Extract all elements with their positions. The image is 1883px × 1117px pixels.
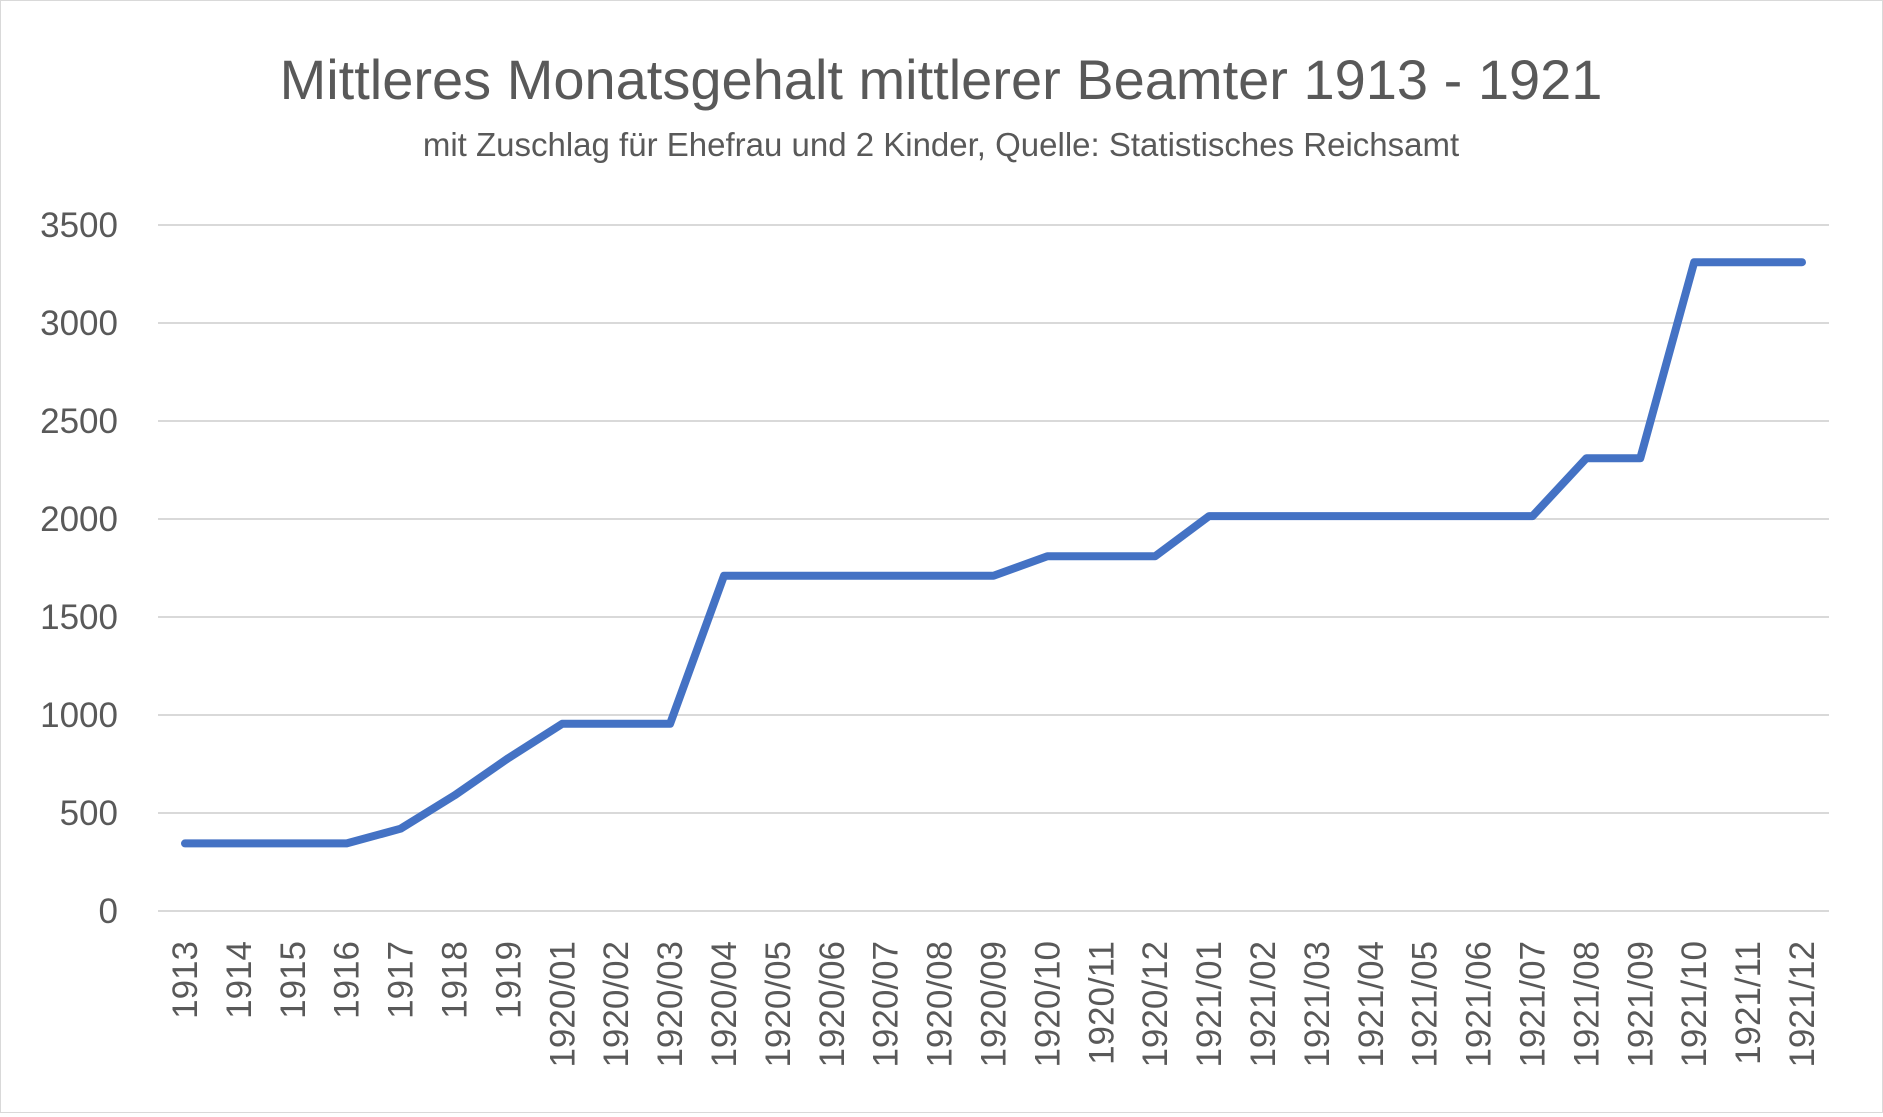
y-tick-label: 1500 (40, 598, 118, 637)
x-tick-label: 1921/02 (1244, 941, 1283, 1068)
y-tick-label: 3500 (40, 206, 118, 245)
x-tick-label: 1913 (166, 941, 205, 1019)
x-tick-label: 1919 (489, 941, 528, 1019)
x-tick-label: 1920/12 (1136, 941, 1175, 1068)
y-tick-label: 1000 (40, 696, 118, 735)
series-layer (185, 262, 1802, 843)
x-tick-label: 1920/05 (759, 941, 798, 1068)
x-tick-label: 1920/09 (975, 941, 1014, 1068)
x-tick-label: 1921/08 (1567, 941, 1606, 1068)
y-tick-label: 2000 (40, 500, 118, 539)
x-tick-label: 1921/12 (1783, 941, 1822, 1068)
x-tick-label: 1921/03 (1298, 941, 1337, 1068)
x-tick-label: 1920/02 (597, 941, 636, 1068)
chart-title: Mittleres Monatsgehalt mittlerer Beamter… (280, 48, 1603, 111)
x-tick-label: 1916 (328, 941, 367, 1019)
x-tick-label: 1915 (274, 941, 313, 1019)
x-tick-label: 1921/11 (1729, 941, 1768, 1065)
x-tick-label: 1921/01 (1190, 941, 1229, 1068)
x-tick-label: 1918 (435, 941, 474, 1019)
x-tick-label: 1917 (382, 941, 421, 1019)
x-tick-label: 1920/01 (543, 941, 582, 1068)
x-tick-label: 1920/10 (1028, 941, 1067, 1068)
y-tick-label: 500 (60, 794, 118, 833)
x-tick-label: 1921/07 (1514, 941, 1553, 1068)
x-axis-ticks: 1913 1914 1915 1916 1917 1918 1919 1920/01 1920/… (166, 941, 1822, 1068)
series-line-0 (185, 262, 1802, 843)
x-tick-label: 1921/04 (1352, 941, 1391, 1068)
x-tick-label: 1920/07 (867, 941, 906, 1068)
x-tick-label: 1920/04 (705, 941, 744, 1068)
x-tick-label: 1921/10 (1675, 941, 1714, 1068)
y-tick-label: 0 (99, 892, 118, 931)
x-tick-label: 1921/09 (1621, 941, 1660, 1068)
x-tick-label: 1921/06 (1460, 941, 1499, 1068)
x-tick-label: 1920/06 (813, 941, 852, 1068)
y-axis-ticks: 0 500 1000 1500 2000 2500 3000 3500 (40, 206, 118, 931)
y-tick-label: 2500 (40, 402, 118, 441)
x-tick-label: 1921/05 (1406, 941, 1445, 1068)
x-tick-label: 1920/03 (651, 941, 690, 1068)
chart-subtitle: mit Zuschlag für Ehefrau und 2 Kinder, Q… (423, 126, 1459, 163)
x-tick-label: 1914 (220, 941, 259, 1019)
gridlines (158, 225, 1829, 911)
x-tick-label: 1920/11 (1082, 941, 1121, 1065)
y-tick-label: 3000 (40, 304, 118, 343)
x-tick-label: 1920/08 (921, 941, 960, 1068)
